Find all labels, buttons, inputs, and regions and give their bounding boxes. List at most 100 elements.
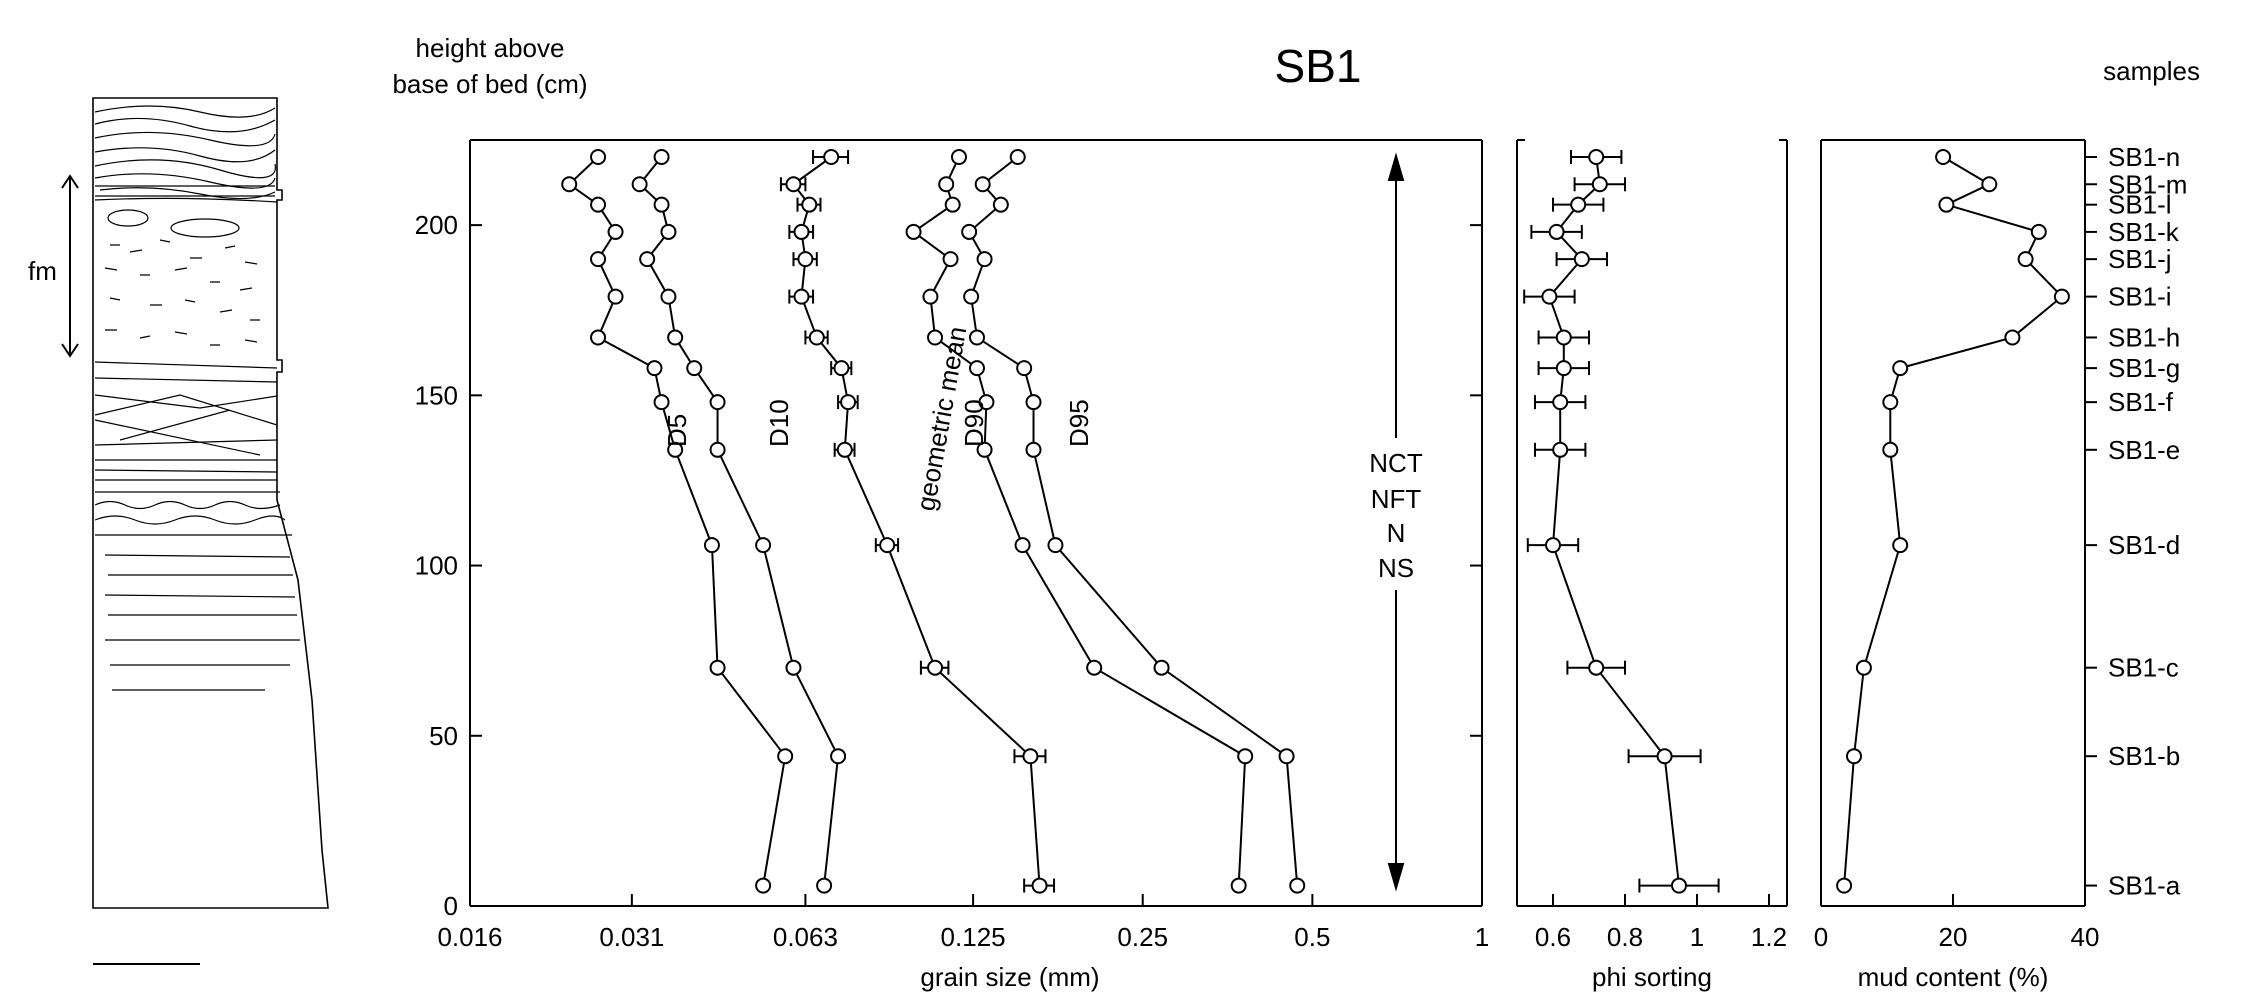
sample-label: SB1-g (2108, 353, 2180, 383)
sample-label: SB1-b (2108, 741, 2180, 771)
mud-content-series (1836, 149, 2070, 894)
grain-data-point (836, 441, 853, 458)
grain-series-line-4 (967, 156, 1299, 886)
grain-series-line-3 (911, 156, 1247, 886)
fm-arrow (61, 174, 79, 358)
grain-data-point (942, 251, 959, 268)
mud-data-point (1938, 196, 1955, 213)
grain-data-point (1230, 877, 1247, 894)
phi-x-tick-label: 1 (1690, 922, 1704, 952)
phi-data-point (1671, 877, 1687, 894)
grain-data-point (840, 394, 857, 411)
grain-data-point (667, 329, 684, 346)
grain-data-point (823, 149, 840, 166)
stratigraphic-log (92, 97, 329, 965)
grain-data-point (978, 394, 995, 411)
grain-data-point (1014, 537, 1031, 554)
mud-data-point (2017, 251, 2034, 268)
grain-data-point (590, 329, 607, 346)
grain-x-tick-label: 0.016 (437, 922, 502, 952)
sample-label: SB1-c (2108, 653, 2179, 683)
phi-data-point (1545, 537, 1561, 554)
arrow-label-ns: NS (1378, 553, 1414, 583)
mud-data-point (1892, 537, 1909, 554)
mud-data-point (1981, 176, 1998, 193)
grain-data-point (938, 176, 955, 193)
phi-data-point (1552, 394, 1569, 411)
phi-data-point (1656, 748, 1673, 765)
phi-data-point (1555, 360, 1572, 377)
sample-label: SB1-m (2108, 169, 2187, 199)
y-axis-title-line2: base of bed (cm) (392, 69, 587, 99)
grain-data-point (607, 288, 624, 305)
grain-data-point (922, 288, 939, 305)
grain-size-x-axis: 0.016 0.031 0.063 0.125 0.25 0.5 1 (437, 894, 1489, 952)
grain-data-point (927, 329, 944, 346)
mud-data-point (1882, 441, 1899, 458)
grain-data-point (653, 196, 670, 213)
phi-data-point (1573, 251, 1590, 268)
sample-label: SB1-h (2108, 322, 2180, 352)
grain-data-point (927, 659, 944, 676)
phi-x-tick-label: 0.6 (1535, 922, 1571, 952)
grain-data-point (1025, 394, 1042, 411)
grain-data-point (974, 176, 991, 193)
grain-data-point (1016, 360, 1033, 377)
phi-data-point (1588, 149, 1605, 166)
grain-data-point (667, 441, 684, 458)
phi-sorting-series (1523, 149, 1720, 894)
grain-data-point (1009, 149, 1026, 166)
height-tick-label: 50 (429, 721, 458, 751)
grain-x-tick-label: 0.125 (941, 922, 1006, 952)
grain-data-point (590, 196, 607, 213)
sample-label: SB1-k (2108, 217, 2180, 247)
grain-data-point (660, 288, 677, 305)
grain-data-point (950, 149, 967, 166)
y-axis-title-line1: height above (416, 33, 565, 63)
grain-data-point (976, 441, 993, 458)
phi-series-line-0 (1548, 156, 1680, 886)
grain-x-tick-label: 0.5 (1294, 922, 1330, 952)
arrow-label-n: N (1387, 518, 1406, 548)
grain-data-point (646, 360, 663, 377)
grain-series-line-2 (792, 156, 1041, 886)
grain-data-point (755, 537, 772, 554)
height-tick-label: 200 (415, 210, 458, 240)
grain-data-point (1086, 659, 1103, 676)
grain-data-point (963, 288, 980, 305)
sample-label: SB1-i (2108, 282, 2172, 312)
grain-data-point (686, 360, 703, 377)
mud-x-tick-label: 0 (1814, 922, 1828, 952)
grain-data-point (944, 196, 961, 213)
height-axis: 0 50 100 150 200 (415, 210, 1482, 921)
height-tick-label: 150 (415, 380, 458, 410)
series-label-d95: D95 (1064, 399, 1094, 447)
grain-size-series (561, 149, 1306, 894)
grain-data-point (660, 223, 677, 240)
phi-sorting-x-axis: 0.6 0.8 1 1.2 (1535, 894, 1787, 952)
mud-data-point (1855, 659, 1872, 676)
grain-x-tick-label: 0.063 (773, 922, 838, 952)
grain-data-point (879, 537, 896, 554)
grain-data-point (590, 251, 607, 268)
grain-data-point (709, 394, 726, 411)
grain-data-point (639, 251, 656, 268)
sample-label: SB1-d (2108, 530, 2180, 560)
phi-data-point (1552, 441, 1569, 458)
sample-label: SB1-n (2108, 142, 2180, 172)
grain-data-point (785, 176, 802, 193)
grain-data-point (968, 329, 985, 346)
panel-mud-content (1820, 139, 2086, 907)
grain-data-point (709, 441, 726, 458)
grain-data-point (1022, 748, 1039, 765)
panel-phi-sorting (1516, 139, 1788, 907)
phi-data-point (1591, 176, 1608, 193)
log-planar-lamination (104, 554, 300, 691)
grain-data-point (755, 877, 772, 894)
grain-data-point (1047, 537, 1064, 554)
grain-data-point (830, 748, 847, 765)
series-label-d90: D90 (959, 399, 989, 447)
grain-data-point (801, 196, 818, 213)
grain-data-point (590, 149, 607, 166)
